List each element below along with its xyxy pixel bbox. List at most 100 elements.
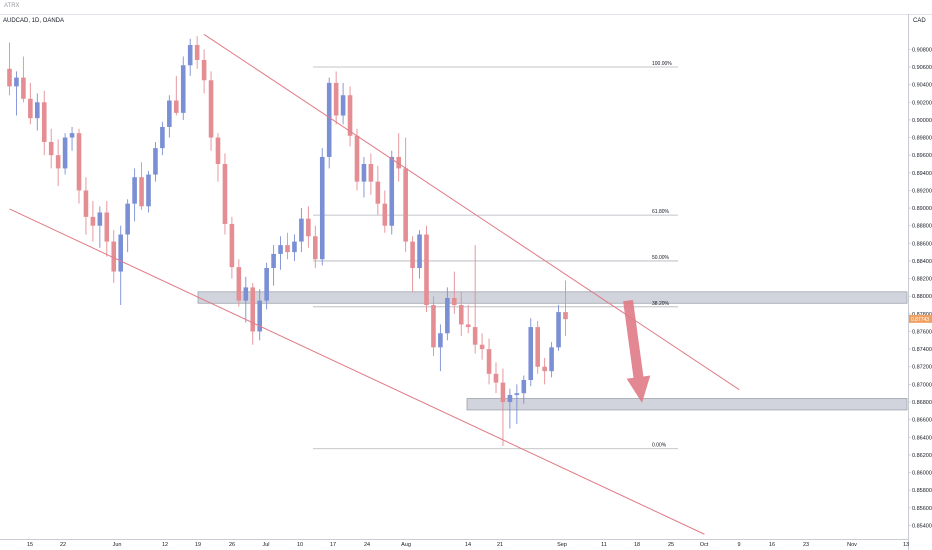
x-tick-label: 19	[195, 542, 201, 548]
symbol-title: AUDCAD, 1D, OANDA	[3, 18, 65, 24]
candle-body	[354, 135, 360, 182]
price-axis[interactable]: 0.90800 0.90600 0.90400 0.90200 0.90000 0.898…	[908, 47, 932, 529]
candle-body	[361, 163, 367, 182]
current-price-tag	[909, 314, 932, 323]
candle-body	[132, 177, 137, 204]
candle-body	[278, 245, 283, 254]
y-tick-label: 0.90400	[912, 83, 932, 89]
x-tick-label: 17	[330, 542, 336, 548]
x-tick-label: Jul	[262, 542, 269, 548]
time-axis[interactable]: 15 22 Jun 12 19 26 Jul 10 17 24 Aug 14 21 Sep 11 18 25 Oc…	[27, 542, 909, 548]
x-tick-label: 22	[60, 542, 66, 548]
x-tick-label: 14	[465, 542, 471, 548]
candle-body	[479, 344, 485, 350]
candle-body	[160, 126, 165, 149]
ticker-label: ATRX	[4, 3, 20, 9]
candle-body	[438, 333, 443, 348]
candle-body	[35, 102, 40, 119]
candle-body	[292, 241, 297, 253]
candle-body	[104, 212, 110, 242]
y-tick-label: 0.87400	[912, 347, 932, 353]
trendline	[203, 33, 740, 391]
candle-body	[257, 300, 262, 332]
x-tick-label: 23	[803, 542, 809, 548]
candle-body	[229, 223, 235, 268]
candle-body	[28, 98, 33, 119]
candle-body	[167, 100, 172, 127]
candle-body	[542, 366, 547, 372]
candle-body	[389, 156, 395, 226]
x-tick-label: 24	[364, 542, 370, 548]
y-tick-label: 0.87800	[912, 312, 932, 318]
candle-body	[21, 77, 26, 99]
x-tick-label: Sep	[557, 542, 567, 548]
candle-body	[472, 327, 478, 345]
y-tick-label: 0.85600	[912, 506, 932, 512]
candle-body	[486, 349, 492, 374]
y-tick-label: 0.88800	[912, 224, 932, 230]
candle-body	[271, 253, 276, 269]
candle-body	[326, 82, 332, 157]
candle-body	[299, 218, 304, 242]
candle-body	[521, 379, 527, 394]
candle-body	[424, 234, 429, 306]
x-tick-label: 18	[634, 542, 640, 548]
candle-body	[76, 133, 82, 191]
y-tick-label: 0.86800	[912, 400, 932, 406]
candle-body	[382, 203, 388, 226]
candle-body	[97, 212, 103, 226]
y-tick-label: 0.89600	[912, 153, 932, 159]
y-tick-label: 0.89200	[912, 188, 932, 194]
candle-body	[14, 77, 19, 87]
candle-body	[41, 102, 47, 142]
y-tick-label: 0.90200	[912, 100, 932, 106]
candle-body	[194, 44, 200, 60]
x-tick-label: 15	[27, 542, 33, 548]
y-tick-label: 0.89400	[912, 171, 932, 177]
candle-body	[563, 312, 568, 320]
candle-body	[69, 133, 75, 138]
fib-label: 50.00%	[652, 255, 670, 261]
candle-body	[556, 312, 561, 348]
y-tick-label: 0.90600	[912, 65, 932, 71]
candle-body	[153, 148, 158, 175]
candle-body	[514, 393, 520, 395]
x-tick-label: Jun	[113, 542, 122, 548]
fib-layer: 100.00% 61.80% 50.00% 38.20% 0.00%	[313, 61, 678, 450]
y-tick-label: 0.86200	[912, 453, 932, 459]
candle-body	[62, 137, 68, 169]
candle-body	[118, 234, 123, 272]
candle-body	[146, 174, 151, 207]
sr-zone	[466, 398, 908, 411]
arrow-layer	[623, 300, 651, 403]
fib-label: 100.00%	[652, 61, 672, 67]
x-tick-label: 25	[668, 542, 674, 548]
fib-label: 0.00%	[652, 443, 667, 449]
y-tick-label: 0.86000	[912, 471, 932, 477]
candle-body	[285, 245, 290, 253]
y-tick-label: 0.88000	[912, 294, 932, 300]
candle-body	[458, 305, 464, 325]
candle-body	[431, 305, 436, 348]
candle-body	[264, 268, 269, 301]
candle-body	[201, 59, 207, 81]
candle-body	[111, 241, 117, 272]
x-tick-label: 26	[229, 542, 235, 548]
candle-body	[340, 95, 346, 116]
candle-body	[222, 163, 228, 224]
candle-body	[417, 234, 422, 269]
current-price-label: 0.87743	[911, 317, 929, 323]
candle-body	[507, 394, 513, 403]
candle-body	[375, 181, 381, 204]
y-tick-label: 0.87000	[912, 382, 932, 388]
candle-body	[333, 82, 339, 116]
candle-body	[549, 347, 554, 372]
trendline	[9, 208, 705, 535]
candle-body	[187, 44, 193, 66]
y-tick-label: 0.90000	[912, 118, 932, 124]
candle-body	[7, 68, 12, 87]
candle-body	[250, 287, 256, 332]
candle-body	[306, 218, 311, 237]
y-tick-label: 0.85800	[912, 488, 932, 494]
